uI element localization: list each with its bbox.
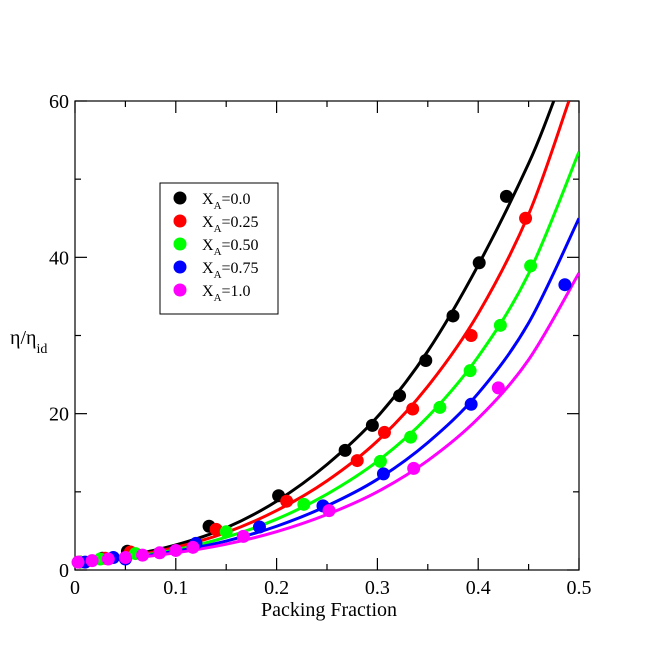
data-point (252, 520, 266, 534)
data-point (524, 259, 538, 273)
data-point (85, 554, 99, 568)
legend-entry-label: XA=0.25 (202, 214, 259, 235)
data-point (464, 397, 478, 411)
axes: 0 0.1 0.2 0.3 0.4 0.5 0 20 40 60 (49, 91, 592, 599)
data-point (71, 555, 85, 569)
legend-marker (173, 191, 187, 205)
data-point (393, 389, 407, 403)
data-point (153, 546, 167, 560)
data-point (169, 543, 183, 557)
data-points (71, 189, 572, 569)
legend-entry-label: XA=0.0 (202, 191, 251, 212)
x-tick-label: 0.2 (264, 577, 289, 599)
data-point (519, 211, 533, 225)
y-axis-title-main: η/η (10, 327, 36, 349)
data-point (464, 329, 478, 342)
legend-marker (173, 237, 187, 251)
data-point (280, 494, 294, 508)
data-point (219, 525, 233, 539)
x-axis-title: Packing Fraction (261, 599, 397, 621)
data-point (406, 402, 420, 416)
data-point (419, 354, 433, 368)
x-tick-label: 0.5 (567, 577, 592, 599)
data-point (209, 522, 223, 536)
y-tick-label: 40 (49, 247, 69, 269)
data-point (404, 430, 418, 444)
legend-entry-label: XA=0.75 (202, 260, 259, 281)
y-axis-title: η/ηid (10, 327, 47, 357)
data-point (350, 454, 364, 468)
data-point (558, 278, 572, 292)
data-point (297, 497, 311, 511)
data-point (463, 364, 477, 378)
data-point (338, 443, 352, 457)
y-tick-label: 20 (49, 404, 69, 426)
x-tick-label: 0.1 (163, 577, 188, 599)
data-point (499, 189, 513, 203)
legend-marker (173, 260, 187, 274)
data-point (373, 454, 387, 468)
data-point (377, 425, 391, 439)
data-point (493, 318, 507, 332)
y-tick-label: 0 (59, 560, 69, 582)
legend-entry-label: XA=1.0 (202, 283, 251, 304)
x-tick-label: 0.4 (466, 577, 491, 599)
x-tick-label: 0 (70, 577, 80, 599)
fit-curve (75, 101, 556, 564)
data-point (376, 467, 390, 481)
data-point (101, 552, 115, 566)
plot-frame (74, 100, 580, 571)
data-point (236, 529, 250, 543)
data-point (136, 548, 150, 562)
data-point (365, 418, 379, 432)
legend-entry-label: XA=0.50 (202, 237, 259, 258)
legend-marker (173, 283, 187, 297)
x-tick-label: 0.3 (365, 577, 390, 599)
data-point (322, 504, 336, 518)
y-tick-label: 60 (49, 91, 69, 113)
data-point (433, 400, 447, 414)
data-point (446, 309, 460, 323)
y-axis-title-sub: id (36, 342, 47, 357)
data-point (186, 540, 200, 554)
data-point (472, 256, 486, 270)
fit-curves (75, 101, 579, 564)
data-point (118, 550, 132, 564)
legend-marker (173, 214, 187, 228)
data-point (407, 461, 421, 475)
data-point (491, 381, 505, 395)
fit-curve (75, 272, 579, 564)
